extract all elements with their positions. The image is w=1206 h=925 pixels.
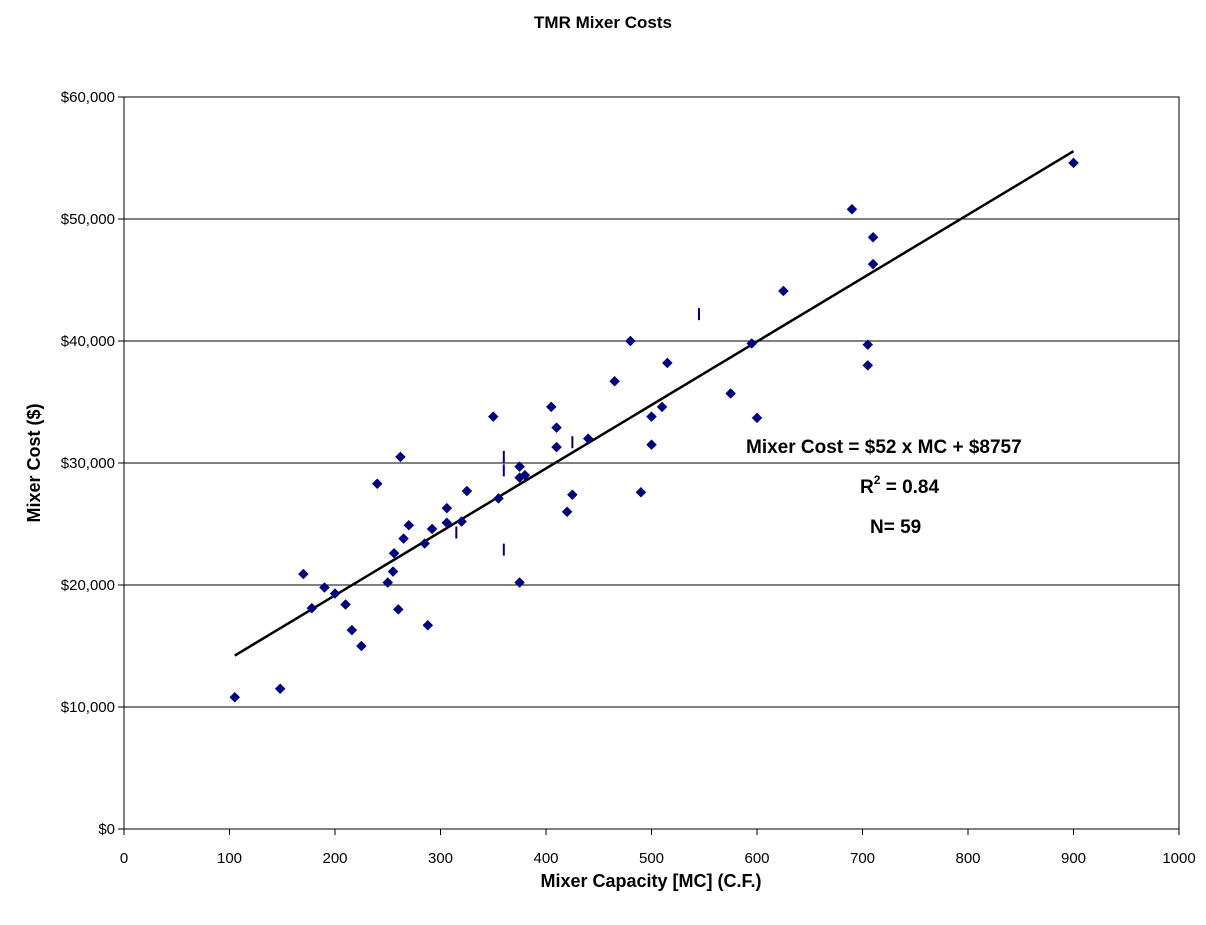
y-axis-title: Mixer Cost ($)	[24, 403, 44, 522]
r-squared-value: = 0.84	[880, 477, 939, 498]
data-point-diamond	[846, 203, 858, 215]
data-point-diamond	[635, 486, 647, 498]
data-point-diamond	[487, 411, 499, 422]
data-point-diamond	[493, 493, 504, 504]
x-tick-label: 300	[428, 850, 453, 867]
x-tick-label: 0	[120, 850, 128, 867]
x-tick-label: 800	[955, 850, 980, 867]
data-point-diamond	[395, 451, 406, 463]
data-point-diamond	[422, 619, 434, 631]
trendline-group	[234, 150, 1075, 657]
x-axis-title: Mixer Capacity [MC] (C.F.)	[540, 871, 761, 891]
data-point-diamond	[514, 577, 525, 588]
r-squared-prefix: R	[860, 477, 874, 498]
data-point-diamond	[441, 517, 453, 529]
data-point-diamond	[461, 485, 473, 497]
y-tick-label: $20,000	[61, 577, 115, 594]
data-point-diamond	[646, 411, 657, 422]
y-tick-label: $30,000	[61, 455, 115, 472]
data-point-diamond	[867, 258, 879, 270]
r-squared-label: R2 = 0.84	[860, 473, 939, 498]
data-point-diamond	[388, 547, 400, 559]
data-point-diamond	[582, 433, 594, 444]
chart-title: TMR Mixer Costs	[534, 13, 672, 32]
regression-equation: Mixer Cost = $52 x MC + $8757	[746, 437, 1022, 458]
data-point-diamond	[387, 566, 399, 577]
data-point-diamond	[1068, 157, 1079, 169]
x-tick-label: 100	[217, 850, 242, 867]
data-point-diamond	[229, 691, 241, 703]
data-point-diamond	[725, 388, 736, 399]
x-tick-label: 900	[1061, 850, 1086, 867]
data-point-diamond	[867, 231, 879, 243]
data-point-diamond	[329, 588, 341, 599]
data-point-diamond	[551, 441, 562, 453]
data-point-diamond	[382, 577, 394, 588]
data-point-diamond	[625, 335, 636, 347]
data-point-diamond	[346, 624, 358, 636]
data-point-diamond	[371, 478, 383, 490]
x-tick-label: 200	[322, 850, 347, 867]
x-tick-label: 600	[744, 850, 769, 867]
x-tick-label: 500	[639, 850, 664, 867]
y-tick-label: $10,000	[61, 699, 115, 716]
data-point-diamond	[297, 568, 309, 580]
data-points	[229, 157, 1079, 703]
data-point-diamond	[319, 582, 330, 593]
y-tick-label: $50,000	[61, 211, 115, 228]
data-point-diamond	[545, 401, 557, 413]
x-tick-labels: 0 100 200 300 400 500 600 700 800 900 1000	[120, 850, 1196, 867]
data-point-diamond	[656, 401, 668, 413]
axis-ticks	[118, 96, 1180, 835]
y-tick-label: $0	[98, 821, 115, 838]
data-point-diamond	[778, 285, 789, 297]
data-point-diamond	[392, 604, 404, 615]
regression-trendline	[234, 150, 1075, 657]
data-point-diamond	[551, 422, 562, 433]
r-squared-superscript: 2	[874, 473, 881, 487]
data-point-diamond	[567, 489, 578, 501]
y-tick-label: $60,000	[61, 89, 115, 106]
data-point-diamond	[746, 338, 758, 349]
gridlines	[124, 218, 1179, 708]
data-point-diamond	[519, 469, 531, 481]
data-point-diamond	[514, 461, 525, 473]
x-tick-label: 1000	[1162, 850, 1195, 867]
data-point-diamond	[340, 599, 351, 610]
data-point-diamond	[862, 339, 874, 351]
data-point-diamond	[419, 538, 431, 549]
data-point-diamond	[398, 533, 409, 544]
sample-size-label: N= 59	[870, 517, 921, 538]
data-point-diamond	[561, 506, 573, 518]
data-point-diamond	[274, 683, 286, 695]
data-point-diamond	[661, 357, 673, 369]
data-point-diamond	[426, 523, 438, 535]
y-tick-label: $40,000	[61, 333, 115, 350]
data-point-diamond	[609, 375, 620, 387]
x-tick-label: 400	[533, 850, 558, 867]
y-tick-labels: $0 $10,000 $20,000 $30,000 $40,000 $50,000 $60…	[61, 89, 115, 838]
x-tick-label: 700	[850, 850, 875, 867]
data-point-diamond	[646, 439, 657, 451]
data-point-diamond	[356, 640, 367, 652]
data-point-diamond	[441, 502, 453, 514]
data-point-diamond	[862, 360, 874, 371]
data-point-diamond	[306, 602, 318, 614]
data-point-diamond	[403, 519, 415, 531]
data-point-diamond	[456, 516, 467, 527]
data-point-diamond	[751, 412, 763, 424]
